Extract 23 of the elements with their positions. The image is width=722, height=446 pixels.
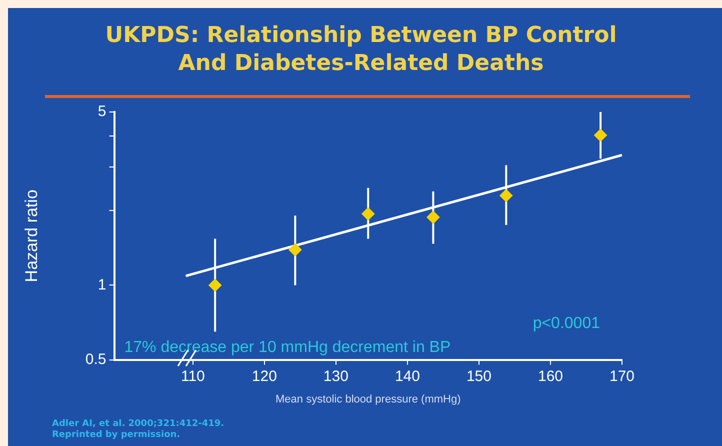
x-tick-label: 150	[466, 368, 492, 385]
x-tick-label: 140	[394, 368, 420, 385]
y-tick-label: 5	[98, 103, 106, 120]
text: Reprinted by permission.	[52, 430, 182, 441]
point	[594, 128, 608, 142]
chart-title: UKPDS: Relationship Between BP Control And Diabetes-Related Deaths	[104, 22, 618, 78]
x-axis-title: Mean systolic blood pressure (mmHg)	[276, 393, 461, 406]
x-tick-label: 160	[538, 368, 563, 385]
x-tick-label: 120	[252, 368, 277, 385]
annotation: p<0.0001	[532, 315, 600, 332]
y-tick-label: 0.5	[85, 350, 106, 368]
annotation: 17% decrease per 10 mmHg decrement in BP	[124, 339, 451, 356]
x-tick-label: 130	[323, 368, 348, 385]
y-tick-label: 1	[98, 276, 106, 294]
point	[500, 189, 513, 202]
point	[208, 278, 222, 292]
point	[288, 243, 302, 256]
x-tick-label: 170	[609, 368, 635, 385]
text: Adler AI, et al. 2000;321:412-419.	[52, 419, 224, 430]
x-tick-label: 110	[180, 368, 205, 385]
point	[426, 210, 440, 224]
point	[362, 207, 375, 220]
y-axis-title: Hazard ratio	[22, 190, 41, 282]
